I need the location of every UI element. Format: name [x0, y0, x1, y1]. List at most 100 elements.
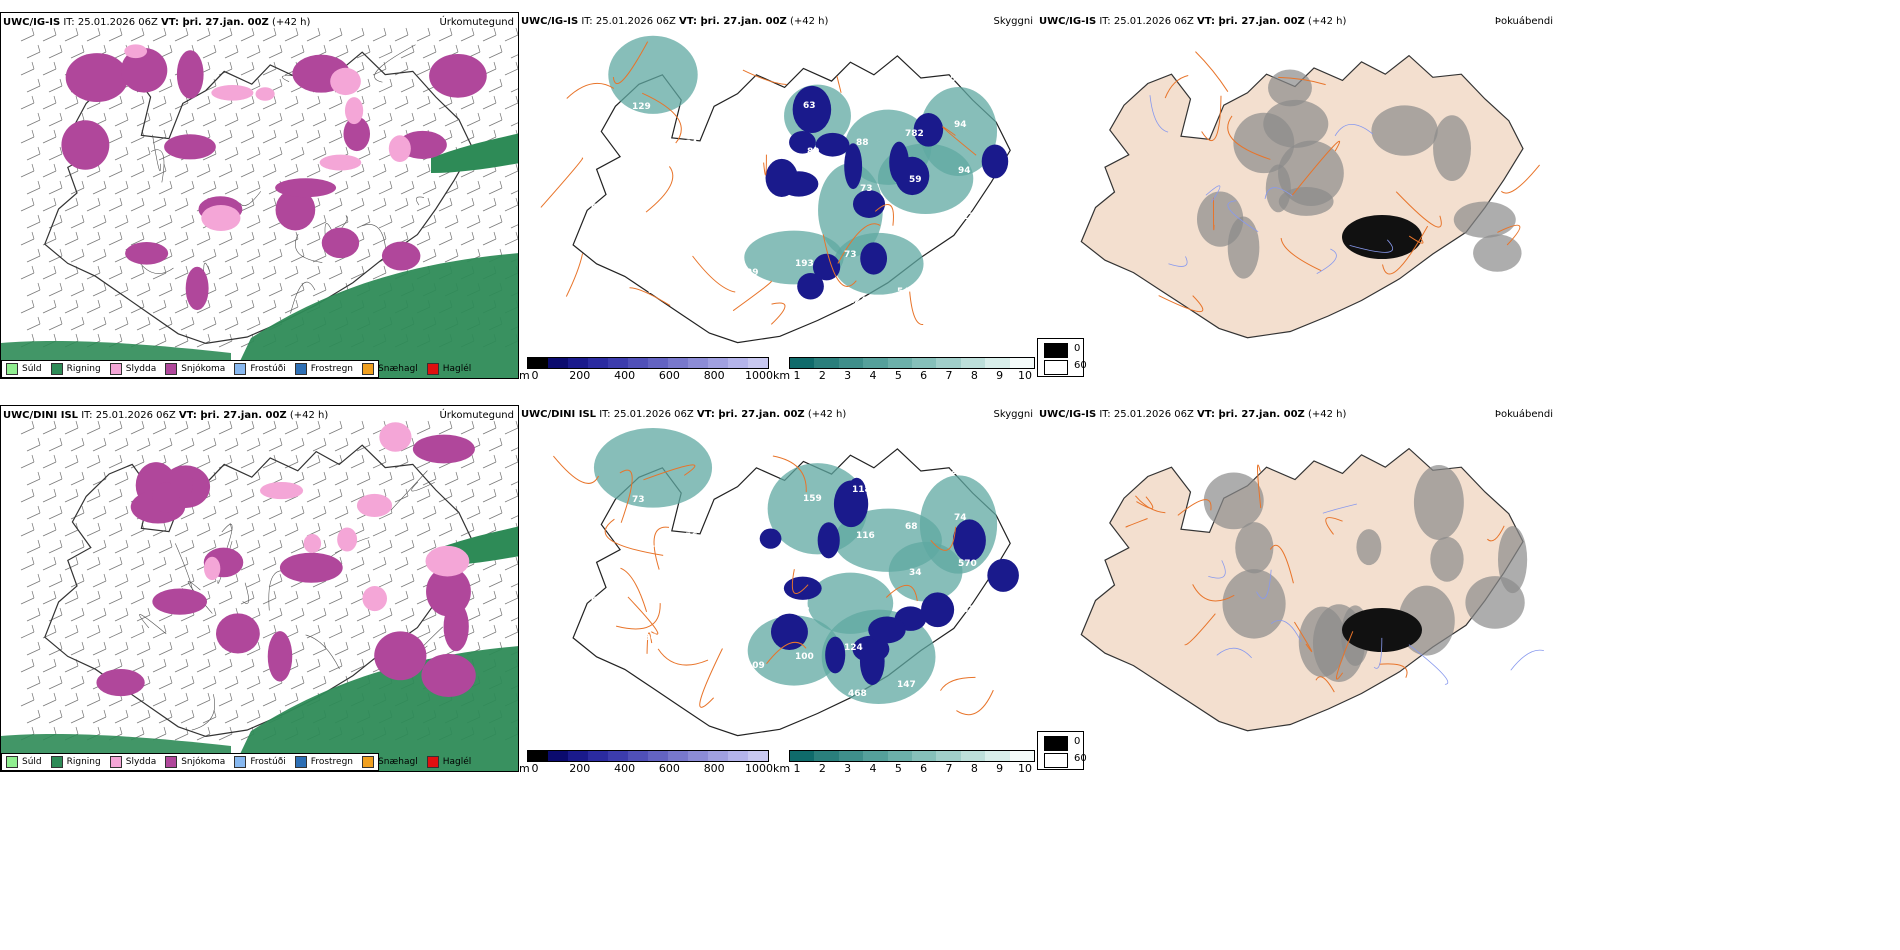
wind-barb	[378, 214, 393, 229]
wind-barb	[136, 214, 151, 229]
snow-area	[381, 241, 421, 271]
cloud-area	[1356, 529, 1382, 566]
cbar-tick: 7	[945, 369, 953, 382]
snow-depth-label: 59	[909, 175, 922, 185]
wind-barb	[136, 607, 151, 622]
sleet-area	[201, 204, 241, 232]
wind-barb	[42, 454, 57, 469]
wind-barb	[152, 692, 167, 707]
cloud-area	[1433, 115, 1471, 181]
legend-label: Frostregn	[310, 364, 354, 374]
cloud-area	[1203, 472, 1264, 530]
road-line	[416, 196, 425, 206]
wind-barb	[488, 437, 503, 452]
wind-barb	[20, 556, 35, 571]
cbar-tick: 9	[996, 762, 1004, 775]
wind-barb	[48, 675, 63, 690]
wind-barb	[42, 420, 57, 435]
wind-barb	[510, 224, 518, 229]
legend-swatch	[6, 756, 18, 768]
road-line	[732, 280, 772, 312]
wind-barb	[328, 27, 343, 42]
wind-barb	[86, 488, 101, 503]
wind-barb	[290, 437, 305, 452]
wind-barb	[400, 180, 415, 195]
cbar-strip-m	[527, 357, 769, 369]
wind-barb	[262, 522, 277, 537]
road-line	[612, 41, 649, 84]
wind-barb	[438, 27, 453, 42]
wind-barb	[482, 420, 497, 435]
wind-barb	[290, 505, 305, 520]
snow-area	[176, 50, 204, 99]
wind-barb	[240, 488, 255, 503]
cbar-segment	[985, 358, 1010, 368]
wind-barb	[130, 95, 145, 110]
wind-barb	[20, 61, 35, 76]
road-line	[305, 634, 340, 670]
snow-depth-label: 50	[950, 74, 963, 84]
wind-barb	[152, 265, 167, 280]
wind-barb	[312, 248, 327, 263]
wind-barb	[504, 590, 518, 605]
snow-area	[152, 482, 180, 513]
wind-barb	[158, 316, 173, 331]
wind-barb	[312, 471, 327, 486]
legend-label: Snæhagl	[378, 757, 418, 767]
cbar-tick: 600	[658, 369, 680, 382]
wind-barb	[70, 437, 85, 452]
wind-barb	[174, 299, 189, 314]
wind-barb	[378, 573, 393, 588]
snow-depth-label: 161	[754, 110, 773, 120]
cbar-segment	[911, 751, 937, 761]
wind-barb	[356, 437, 371, 452]
snow-depth-area	[815, 132, 850, 157]
wind-barb	[312, 112, 327, 127]
wind-barb	[422, 471, 437, 486]
cloud-label-dark: 0	[1074, 343, 1081, 354]
precip-legend: Súld Rigning Slydda Snjókoma Frostúði Frostre…	[1, 753, 471, 771]
road-line	[699, 648, 723, 708]
wind-barb	[416, 27, 431, 42]
wind-barb	[400, 112, 415, 127]
wind-barb	[152, 420, 167, 435]
wind-barb	[180, 180, 195, 195]
wind-barb	[312, 505, 327, 520]
snow-area	[65, 53, 129, 102]
wind-barb	[20, 27, 35, 42]
wind-barb	[334, 641, 349, 656]
wind-barb	[422, 539, 437, 554]
wind-barb	[356, 641, 371, 656]
snow-depth-area	[987, 558, 1019, 592]
cbar-segment	[568, 358, 588, 368]
wind-barb	[240, 129, 255, 144]
wind-barb	[438, 231, 453, 246]
cbar-segment	[1009, 358, 1034, 368]
wind-barb	[202, 607, 217, 622]
wind-barb	[460, 129, 475, 144]
snow-depth-label: 112	[791, 606, 810, 616]
snow-depth-label: 54	[648, 286, 661, 296]
wind-barb	[196, 231, 211, 246]
wind-barb	[130, 197, 145, 212]
snow-depth-label: 47	[962, 605, 975, 615]
wind-barb	[504, 95, 518, 110]
wind-barb	[394, 197, 409, 212]
wind-barb	[20, 265, 35, 280]
wind-barb	[444, 112, 459, 127]
wind-barb	[92, 573, 107, 588]
visibility-area	[593, 428, 713, 508]
wind-barb	[510, 617, 518, 622]
wind-barb	[20, 95, 35, 110]
wind-barb	[350, 454, 365, 469]
river-line	[1227, 200, 1259, 233]
road-line	[646, 632, 653, 654]
wind-barb	[488, 78, 503, 93]
wind-barb	[202, 539, 217, 554]
snow-area	[216, 613, 260, 654]
snow-depth-label: 96	[644, 633, 657, 643]
wind-barb	[174, 420, 189, 435]
wind-barb	[180, 437, 195, 452]
wind-barb	[312, 437, 327, 452]
wind-barb	[416, 197, 431, 212]
